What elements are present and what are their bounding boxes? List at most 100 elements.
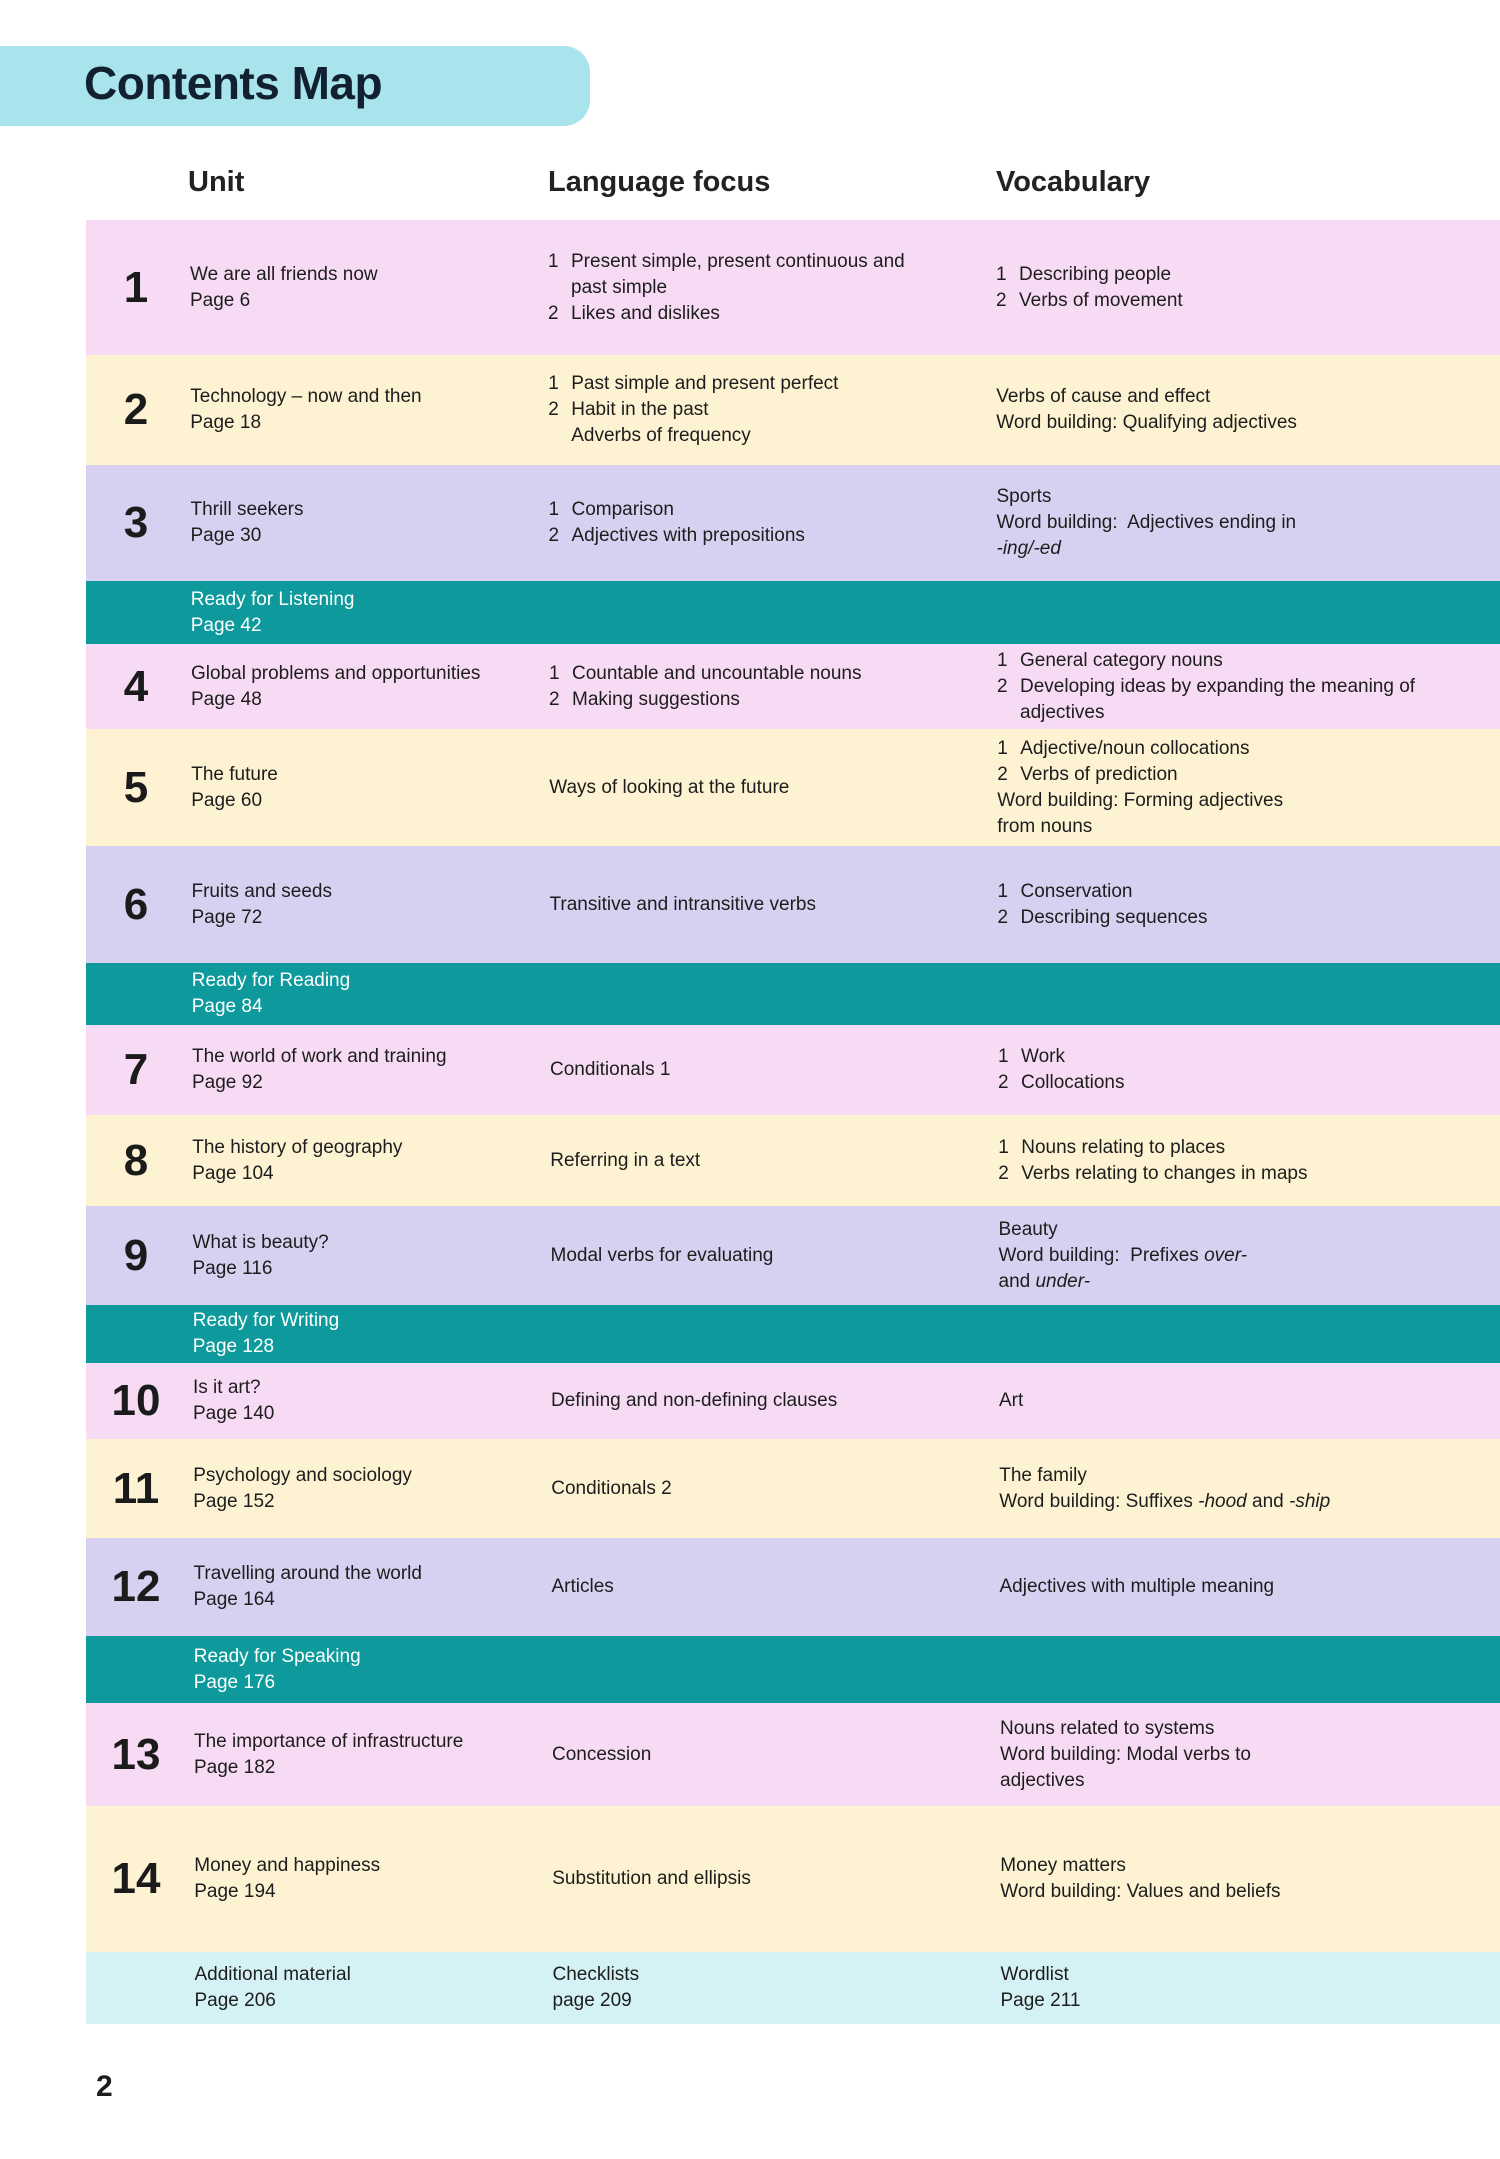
item-text: Conservation xyxy=(1021,879,1133,905)
language-focus-cell: Ways of looking at the future xyxy=(549,729,969,846)
item-number: 2 xyxy=(548,399,559,420)
language-focus-cell: 1 Comparison 2 Adjectives with prepositions xyxy=(549,465,969,581)
language-focus-cell: Transitive and intransitive verbs xyxy=(550,846,970,963)
text: Word building: Suffixes xyxy=(999,1490,1199,1512)
item-text: Verbs of cause and effect Word building: … xyxy=(996,384,1297,436)
page-ref: Page 48 xyxy=(191,688,262,710)
item-text: Adjective/noun collocations xyxy=(1020,736,1249,762)
text-line: Likes and dislikes xyxy=(571,302,720,324)
language-focus-cell: Referring in a text xyxy=(550,1115,970,1206)
unit-number: 7 xyxy=(123,1045,149,1094)
list-item: 1 Nouns relating to places xyxy=(998,1135,1498,1161)
item-text: Conditionals 1 xyxy=(550,1057,670,1083)
item-number: 2 xyxy=(548,302,559,324)
unit-number: 6 xyxy=(123,879,149,929)
table-row: Ready for Writing Page 128 xyxy=(86,1305,1500,1363)
item-text: Concession xyxy=(552,1742,651,1768)
page-ref: Page 182 xyxy=(194,1756,276,1778)
unit-cell: Ready for Speaking Page 176 xyxy=(194,1636,534,1703)
vocabulary-cell: Beauty Word building: Prefixes over-and u… xyxy=(999,1206,1499,1305)
list-item: 2 Developing ideas by expanding the meani… xyxy=(997,674,1497,726)
item-text: Beauty Word building: Prefixes over-and u… xyxy=(999,1217,1248,1295)
unit-cell: Additional material Page 206 xyxy=(195,1952,535,2024)
table-row: 14 Money and happiness Page 194 Substitutio… xyxy=(86,1806,1500,1952)
item-number: 2 xyxy=(548,525,560,546)
text-line: Adjectives with multiple meaning xyxy=(999,1576,1275,1597)
italic-text: under- xyxy=(1035,1270,1091,1292)
vocabulary-cell: 1 Conservation 2 Describing sequences xyxy=(998,846,1498,963)
list-item: Ways of looking at the future xyxy=(549,775,969,801)
item-text: Transitive and intransitive verbs xyxy=(550,892,816,918)
list-item: 1 Present simple, present continuous and p… xyxy=(548,249,968,301)
item-number: 2 xyxy=(997,906,1009,928)
item-text: Countable and uncountable nouns xyxy=(572,661,861,687)
list-item: 2 Habit in the past Adverbs of frequency xyxy=(548,397,968,449)
text-line: Art xyxy=(999,1390,1024,1411)
table-row: Ready for Speaking Page 176 xyxy=(86,1636,1500,1703)
text-line: Money matters xyxy=(1000,1855,1126,1876)
text-line: Word building: Suffixes -hood and -ship xyxy=(999,1489,1330,1515)
unit-cell: The future Page 60 xyxy=(191,729,531,846)
item-text: Likes and dislikes xyxy=(571,301,720,327)
unit-title: Global problems and opportunities xyxy=(191,662,481,684)
column-header: Vocabulary xyxy=(996,166,1151,198)
list-item: Articles xyxy=(552,1574,972,1600)
item-text: Art xyxy=(999,1388,1023,1414)
item-number: 1 xyxy=(548,499,560,520)
unit-title: What is beauty? xyxy=(192,1231,329,1253)
language-focus-cell: 1 Present simple, present continuous and p… xyxy=(548,220,968,355)
item-number: 1 xyxy=(548,373,559,394)
text-line: Comparison xyxy=(571,499,674,520)
text-line: Wordlist xyxy=(1000,1964,1069,1985)
text: and xyxy=(1246,1490,1290,1512)
table-row: 12 Travelling around the world Page 164 Art… xyxy=(86,1538,1500,1636)
text-line: Collocations xyxy=(1021,1072,1125,1093)
language-focus-cell: Concession xyxy=(552,1703,972,1806)
text-line: The family xyxy=(999,1464,1087,1486)
list-item: Art xyxy=(999,1388,1499,1414)
unit-number: 13 xyxy=(111,1729,161,1779)
text-line: Defining and non-defining clauses xyxy=(551,1390,838,1411)
item-number: 1 xyxy=(997,737,1008,759)
item-text: Making suggestions xyxy=(572,687,740,713)
unit-number: 5 xyxy=(123,762,149,812)
list-item: 2 Making suggestions xyxy=(549,687,969,713)
item-text: Collocations xyxy=(1021,1070,1125,1096)
text: Word building: Prefixes xyxy=(998,1244,1205,1266)
vocabulary-cell: Sports Word building: Adjectives ending i… xyxy=(997,465,1497,581)
table-row: 2 Technology – now and then Page 18 1 Past s… xyxy=(86,355,1500,465)
text-line: past simple xyxy=(571,276,668,298)
list-item: Modal verbs for evaluating xyxy=(551,1243,971,1269)
text-line: Conservation xyxy=(1020,880,1133,902)
item-text: Verbs of movement xyxy=(1019,288,1183,314)
text-line: Adjective/noun collocations xyxy=(1020,737,1250,759)
unit-number: 3 xyxy=(123,498,149,547)
italic-text: -ing/-ed xyxy=(996,538,1061,559)
text-line: Page 211 xyxy=(1000,1990,1081,2011)
table-row: 7 The world of work and training Page 92 Co… xyxy=(86,1025,1500,1115)
vocabulary-cell: 1 Adjective/noun collocations 2 Verbs of pr… xyxy=(997,729,1497,846)
page-ref: Page 128 xyxy=(192,1336,275,1357)
unit-cell: Ready for Listening Page 42 xyxy=(191,581,531,644)
unit-number: 9 xyxy=(123,1230,149,1280)
list-item: Word building: Forming adjectives from no… xyxy=(997,788,1497,840)
language-focus-cell: 1 Countable and uncountable nouns 2 Making … xyxy=(549,644,969,729)
list-item: Substitution and ellipsis xyxy=(552,1866,972,1892)
page-ref: Page 194 xyxy=(194,1881,276,1902)
unit-number: 11 xyxy=(112,1463,160,1513)
unit-number: 10 xyxy=(111,1376,161,1425)
text-line: page 209 xyxy=(552,1990,632,2011)
unit-cell: The world of work and training Page 92 xyxy=(192,1025,532,1115)
list-item: Nouns related to systems Word building: M… xyxy=(1000,1716,1500,1794)
italic-text: -ship xyxy=(1289,1490,1331,1512)
text-line: Word building: Adjectives ending in xyxy=(996,512,1297,533)
italic-text: over- xyxy=(1204,1244,1248,1266)
unit-title: The future xyxy=(191,763,278,785)
header-band xyxy=(0,46,590,126)
text-line: Nouns related to systems xyxy=(1000,1717,1215,1739)
item-number: 1 xyxy=(549,662,560,684)
italic-text: -hood xyxy=(1198,1490,1247,1512)
unit-number: 8 xyxy=(123,1135,149,1185)
language-focus-cell: Conditionals 1 xyxy=(550,1025,970,1115)
